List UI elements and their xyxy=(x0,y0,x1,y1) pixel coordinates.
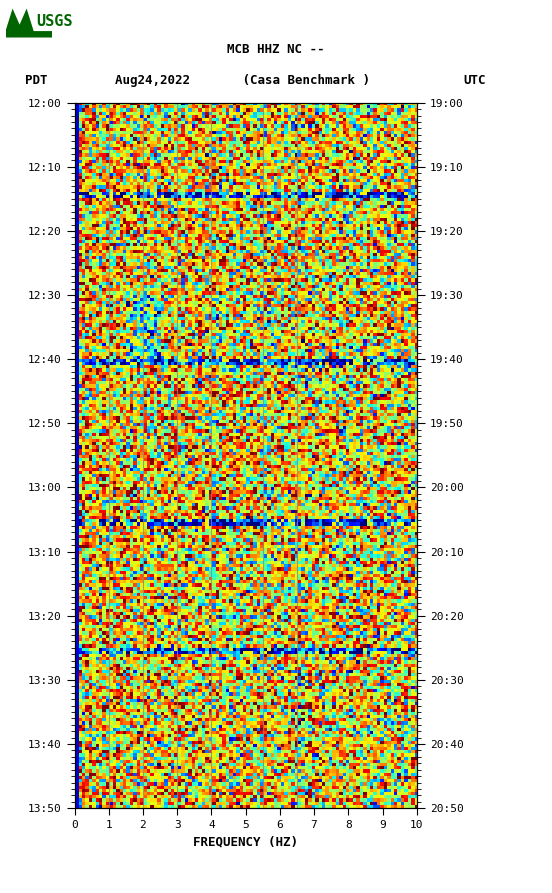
Text: UTC: UTC xyxy=(464,73,486,87)
Text: Aug24,2022       (Casa Benchmark ): Aug24,2022 (Casa Benchmark ) xyxy=(115,73,370,87)
Text: USGS: USGS xyxy=(36,14,72,29)
X-axis label: FREQUENCY (HZ): FREQUENCY (HZ) xyxy=(193,836,298,848)
Polygon shape xyxy=(6,9,52,38)
Text: MCB HHZ NC --: MCB HHZ NC -- xyxy=(227,43,325,56)
Text: PDT: PDT xyxy=(25,73,47,87)
